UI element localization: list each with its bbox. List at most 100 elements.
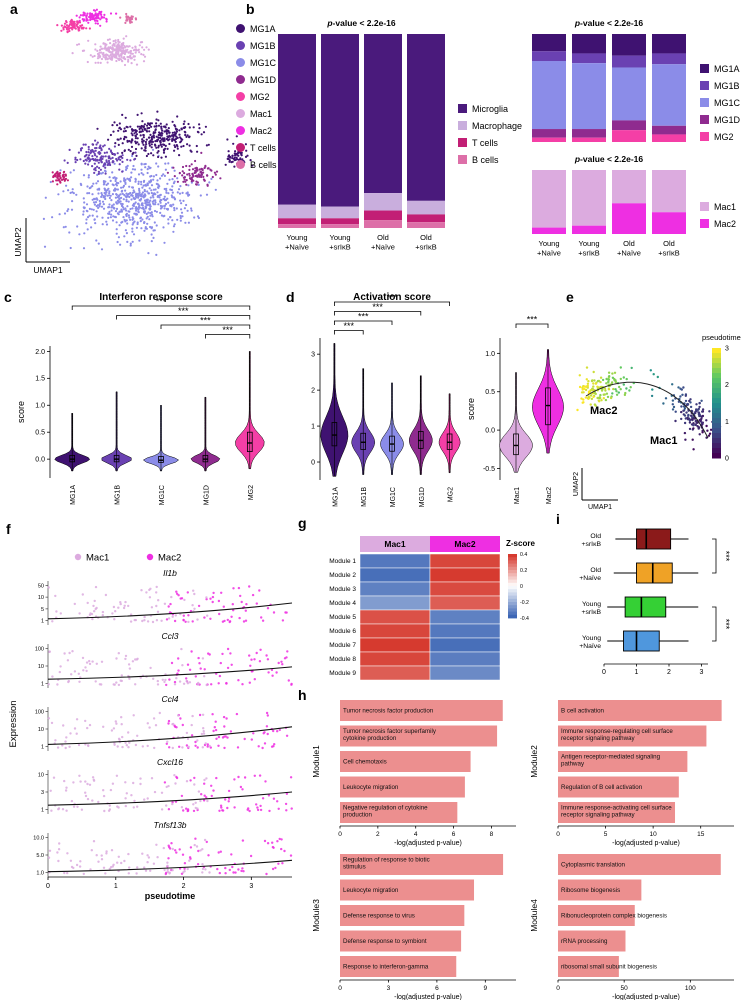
- svg-text:0.0: 0.0: [35, 457, 45, 464]
- panel-b-celltype-legend: Microglia Macrophage T cells B cells: [458, 100, 522, 168]
- panel-a-legend: MG1A MG1B MG1C MG1D MG2 Mac1 Mac2 T cells B cell…: [236, 20, 277, 173]
- legend-label: MG1B: [250, 40, 276, 51]
- svg-text:receptor signaling pathway: receptor signaling pathway: [561, 812, 636, 819]
- legend-label: Mac2: [250, 125, 273, 136]
- svg-text:1: 1: [635, 669, 639, 676]
- svg-text:Leukocyte migration: Leukocyte migration: [343, 887, 399, 894]
- svg-text:3: 3: [311, 352, 315, 359]
- umap-axes: UMAP2 UMAP1: [13, 218, 70, 275]
- umap-points: [42, 8, 254, 256]
- panel-f-expression-tracks-chart: ExpressionIl1b501051Ccl3100101Ccl4100101…: [8, 553, 293, 901]
- svg-text:3: 3: [387, 985, 391, 992]
- svg-text:Young: Young: [582, 635, 601, 642]
- module-heatmap: Mac1 Mac2 Module 1 Module 2 Module 3 Module 4…: [329, 536, 501, 681]
- svg-text:UMAP1: UMAP1: [33, 265, 63, 275]
- panel-h-go-chart-module4: Cytoplasmic translation Ribosome biogenes…: [529, 854, 734, 1000]
- svg-text:Module 6: Module 6: [329, 628, 356, 635]
- svg-text:Young: Young: [330, 233, 351, 242]
- svg-text:MG1D: MG1D: [419, 487, 426, 507]
- svg-text:score: score: [466, 398, 476, 420]
- svg-text:MG1B: MG1B: [361, 487, 368, 507]
- legend-label: MG1A: [714, 63, 740, 74]
- svg-text:1: 1: [41, 808, 44, 814]
- legend-item-t-cells: T cells: [236, 139, 277, 156]
- svg-text:10: 10: [38, 664, 44, 670]
- svg-text:0: 0: [311, 459, 315, 466]
- celltype-stacked-bars: p-value < 2.2e-16Young+NaïveYoung+srIκBO…: [278, 18, 445, 252]
- legend-item-macrophage: Macrophage: [458, 117, 522, 134]
- legend-swatch-icon: [458, 104, 467, 113]
- svg-text:***: ***: [387, 293, 398, 303]
- svg-text:***: ***: [200, 316, 211, 326]
- svg-text:Immune response-activating cel: Immune response-activating cell surface: [561, 805, 672, 812]
- svg-text:Young: Young: [287, 233, 308, 242]
- legend-item-b-cells: B cells: [236, 156, 277, 173]
- panel-label-e: e: [566, 289, 574, 305]
- svg-text:MG2: MG2: [248, 485, 255, 500]
- svg-text:MG1B: MG1B: [115, 485, 122, 505]
- svg-text:pseudotime: pseudotime: [702, 333, 741, 342]
- svg-text:2: 2: [667, 669, 671, 676]
- legend-item-mg1a: MG1A: [700, 60, 740, 77]
- svg-text:stimulus: stimulus: [343, 864, 366, 871]
- legend-item-mg2: MG2: [236, 88, 277, 105]
- panel-b-microglia-legend: MG1A MG1B MG1C MG1D MG2: [700, 60, 740, 145]
- svg-text:***: ***: [527, 315, 538, 325]
- legend-item-mg1c: MG1C: [700, 94, 740, 111]
- svg-text:Ccl3: Ccl3: [161, 631, 178, 641]
- legend-swatch-icon: [700, 132, 709, 141]
- panel-e-pseudotime-umap-chart: Mac2 Mac1 3 2 1 0 pseudotime UMAP2 UMAP1: [573, 333, 741, 511]
- svg-text:Mac2: Mac2: [546, 487, 553, 504]
- svg-text:5.0: 5.0: [36, 853, 44, 859]
- svg-text:Young: Young: [539, 239, 560, 248]
- svg-text:pseudotime: pseudotime: [145, 891, 196, 901]
- go-barchart-module3: Regulation of response to bioticstimulus…: [311, 854, 516, 1000]
- group-boxplots: Old+srIκBOld+NaïveYoung+srIκBYoung+Naïve…: [579, 528, 731, 676]
- svg-text:p-value < 2.2e-16: p-value < 2.2e-16: [574, 154, 644, 164]
- svg-text:-log(adjusted p-value): -log(adjusted p-value): [394, 840, 462, 847]
- svg-text:Tumor necrosis factor producti: Tumor necrosis factor production: [343, 708, 434, 715]
- svg-text:MG2: MG2: [448, 487, 455, 502]
- legend-item-t-cells: T cells: [458, 134, 522, 151]
- legend-swatch-icon: [458, 138, 467, 147]
- go-barchart-module4: Cytoplasmic translation Ribosome biogenes…: [529, 854, 734, 1000]
- panel-label-h: h: [298, 687, 307, 703]
- legend-item-mac1: Mac1: [700, 198, 736, 215]
- svg-text:Mac1: Mac1: [86, 553, 109, 564]
- svg-text:6: 6: [435, 985, 439, 992]
- svg-text:4: 4: [414, 831, 418, 838]
- svg-text:1: 1: [725, 419, 729, 426]
- panel-label-f: f: [6, 521, 11, 537]
- svg-text:Cytoplasmic translation: Cytoplasmic translation: [561, 862, 626, 869]
- panel-h-go-chart-module2: B cell activation Immune response-regulat…: [529, 700, 734, 847]
- panel-c-interferon-violin-chart: 0.0 0.5 1.0 1.5 2.0 score MG1A MG1B MG1C MG1D MG2 *…: [16, 292, 265, 505]
- svg-text:0: 0: [556, 831, 560, 838]
- legend-label: MG1B: [714, 80, 740, 91]
- svg-text:+srIκB: +srIκB: [578, 249, 599, 258]
- legend-swatch-icon: [700, 64, 709, 73]
- svg-text:Mac2: Mac2: [590, 405, 618, 417]
- svg-text:Mac1: Mac1: [650, 435, 678, 447]
- svg-text:-0.2: -0.2: [520, 600, 529, 606]
- svg-text:receptor signaling pathway: receptor signaling pathway: [561, 735, 636, 742]
- svg-text:Activation score: Activation score: [353, 292, 431, 303]
- legend-item-mac2: Mac2: [236, 122, 277, 139]
- svg-text:Immune response-regulating cel: Immune response-regulating cell surface: [561, 728, 673, 735]
- svg-text:Module 5: Module 5: [329, 614, 356, 621]
- svg-text:10: 10: [38, 772, 44, 778]
- legend-swatch-icon: [700, 202, 709, 211]
- svg-text:Mac2: Mac2: [454, 539, 476, 549]
- svg-text:Cell chemotaxis: Cell chemotaxis: [343, 759, 387, 766]
- svg-text:Expression: Expression: [8, 701, 19, 748]
- svg-text:100: 100: [35, 709, 44, 715]
- legend-label: B cells: [250, 159, 277, 170]
- svg-text:-log(adjusted p-value): -log(adjusted p-value): [394, 994, 462, 1000]
- svg-text:1: 1: [41, 619, 44, 625]
- svg-text:0: 0: [338, 831, 342, 838]
- svg-text:0: 0: [46, 883, 50, 890]
- svg-text:+Naïve: +Naïve: [537, 249, 561, 258]
- svg-text:5: 5: [41, 607, 44, 613]
- svg-text:+srIκB: +srIκB: [658, 249, 679, 258]
- svg-text:1.0: 1.0: [485, 351, 495, 358]
- svg-text:Mac2: Mac2: [158, 553, 181, 564]
